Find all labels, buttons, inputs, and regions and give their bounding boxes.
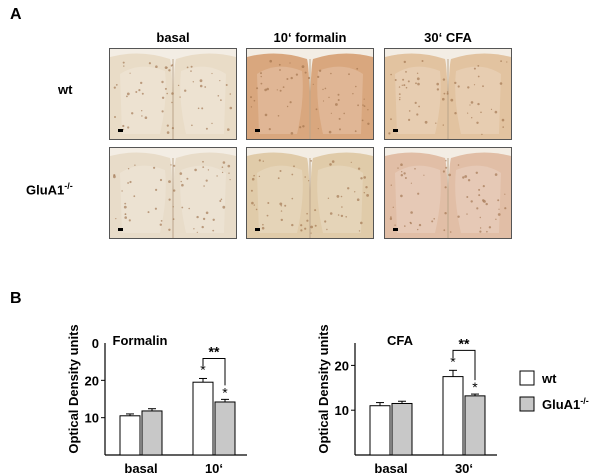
micrograph-tile bbox=[384, 147, 512, 239]
bar-charts: Optical Density units Formalin 10 20 0 basal 1… bbox=[66, 324, 589, 476]
scale-bar bbox=[118, 228, 123, 231]
bar bbox=[192, 381, 214, 456]
significance-bracket-label: ** bbox=[459, 335, 470, 351]
row-label-wt-text: wt bbox=[58, 82, 73, 97]
significance-star: * bbox=[222, 384, 228, 400]
legend-label: wt bbox=[541, 371, 557, 386]
chart-title: CFA bbox=[387, 333, 414, 348]
column-header-basal: basal bbox=[156, 30, 190, 45]
y-axis-label: Optical Density units bbox=[66, 324, 81, 453]
micrograph-tile bbox=[109, 147, 237, 239]
legend-label: GluA1-/- bbox=[542, 396, 589, 412]
bar bbox=[141, 410, 163, 456]
significance-bracket bbox=[202, 357, 226, 386]
micrograph-tile bbox=[246, 147, 374, 239]
scale-bar bbox=[255, 129, 260, 132]
significance-bracket-label: ** bbox=[209, 343, 220, 359]
x-tick-label: 30‘ bbox=[455, 461, 473, 476]
row-label-wt: wt bbox=[58, 82, 72, 97]
micrograph-tile bbox=[384, 48, 512, 140]
panel-b-letter: B bbox=[10, 290, 22, 307]
x-tick-label: basal bbox=[374, 461, 407, 476]
chart-title: Formalin bbox=[113, 333, 168, 348]
significance-star: * bbox=[472, 379, 478, 395]
scale-bar bbox=[255, 228, 260, 231]
column-header-cfa: 30‘ CFA bbox=[424, 30, 472, 45]
micrograph-tile bbox=[109, 48, 237, 140]
y-tick-label: 20 bbox=[85, 373, 99, 388]
y-tick-label-top: 0 bbox=[92, 336, 99, 351]
micrograph-tile bbox=[246, 48, 374, 140]
legend-swatch bbox=[519, 396, 535, 412]
row-label-ko-superscript: -/- bbox=[64, 181, 73, 191]
bar bbox=[119, 415, 141, 456]
significance-star: * bbox=[450, 353, 456, 369]
scale-bar bbox=[118, 129, 123, 132]
y-axis-label: Optical Density units bbox=[316, 324, 331, 453]
column-header-formalin: 10‘ formalin bbox=[273, 30, 347, 45]
row-label-gluа1-ko: GluA1-/- bbox=[26, 181, 73, 197]
panel-a-letter: A bbox=[10, 6, 22, 23]
bar bbox=[214, 401, 236, 456]
scale-bar bbox=[393, 228, 398, 231]
legend-swatch bbox=[519, 370, 535, 386]
y-tick-label: 10 bbox=[85, 411, 99, 426]
scale-bar bbox=[393, 129, 398, 132]
significance-bracket bbox=[452, 349, 476, 381]
bar bbox=[464, 395, 486, 456]
x-tick-label: 10‘ bbox=[205, 461, 223, 476]
row-label-ko-text: GluA1 bbox=[26, 182, 65, 198]
bar bbox=[369, 405, 391, 456]
x-tick-label: basal bbox=[124, 461, 157, 476]
y-tick-label: 20 bbox=[335, 358, 349, 373]
bar bbox=[391, 402, 413, 456]
y-tick-label: 10 bbox=[335, 403, 349, 418]
significance-star: * bbox=[200, 361, 206, 377]
bar bbox=[442, 376, 464, 456]
